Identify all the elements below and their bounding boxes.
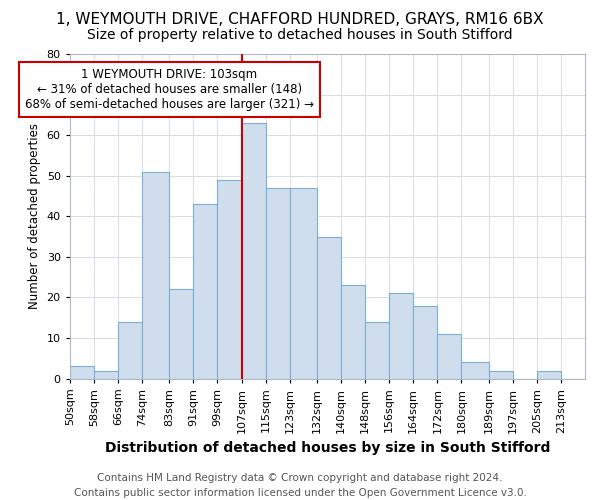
Bar (217, 180, 242, 378)
Text: 1 WEYMOUTH DRIVE: 103sqm
← 31% of detached houses are smaller (148)
68% of semi-: 1 WEYMOUTH DRIVE: 103sqm ← 31% of detach… (25, 68, 314, 111)
Bar (94, 370, 118, 378)
Bar (488, 370, 512, 378)
Text: 1, WEYMOUTH DRIVE, CHAFFORD HUNDRED, GRAYS, RM16 6BX: 1, WEYMOUTH DRIVE, CHAFFORD HUNDRED, GRA… (56, 12, 544, 28)
Bar (242, 123, 266, 378)
X-axis label: Distribution of detached houses by size in South Stifford: Distribution of detached houses by size … (104, 441, 550, 455)
Bar (169, 290, 193, 378)
Bar (365, 322, 389, 378)
Bar (317, 236, 341, 378)
Bar (266, 188, 290, 378)
Bar (537, 370, 561, 378)
Y-axis label: Number of detached properties: Number of detached properties (28, 124, 41, 310)
Bar (290, 188, 317, 378)
Bar (70, 366, 94, 378)
Text: Contains HM Land Registry data © Crown copyright and database right 2024.
Contai: Contains HM Land Registry data © Crown c… (74, 472, 526, 498)
Bar (193, 204, 217, 378)
Bar (142, 172, 169, 378)
Bar (413, 306, 437, 378)
Bar (437, 334, 461, 378)
Bar (341, 286, 365, 378)
Text: Size of property relative to detached houses in South Stifford: Size of property relative to detached ho… (87, 28, 513, 42)
Bar (118, 322, 142, 378)
Bar (461, 362, 488, 378)
Bar (389, 294, 413, 378)
